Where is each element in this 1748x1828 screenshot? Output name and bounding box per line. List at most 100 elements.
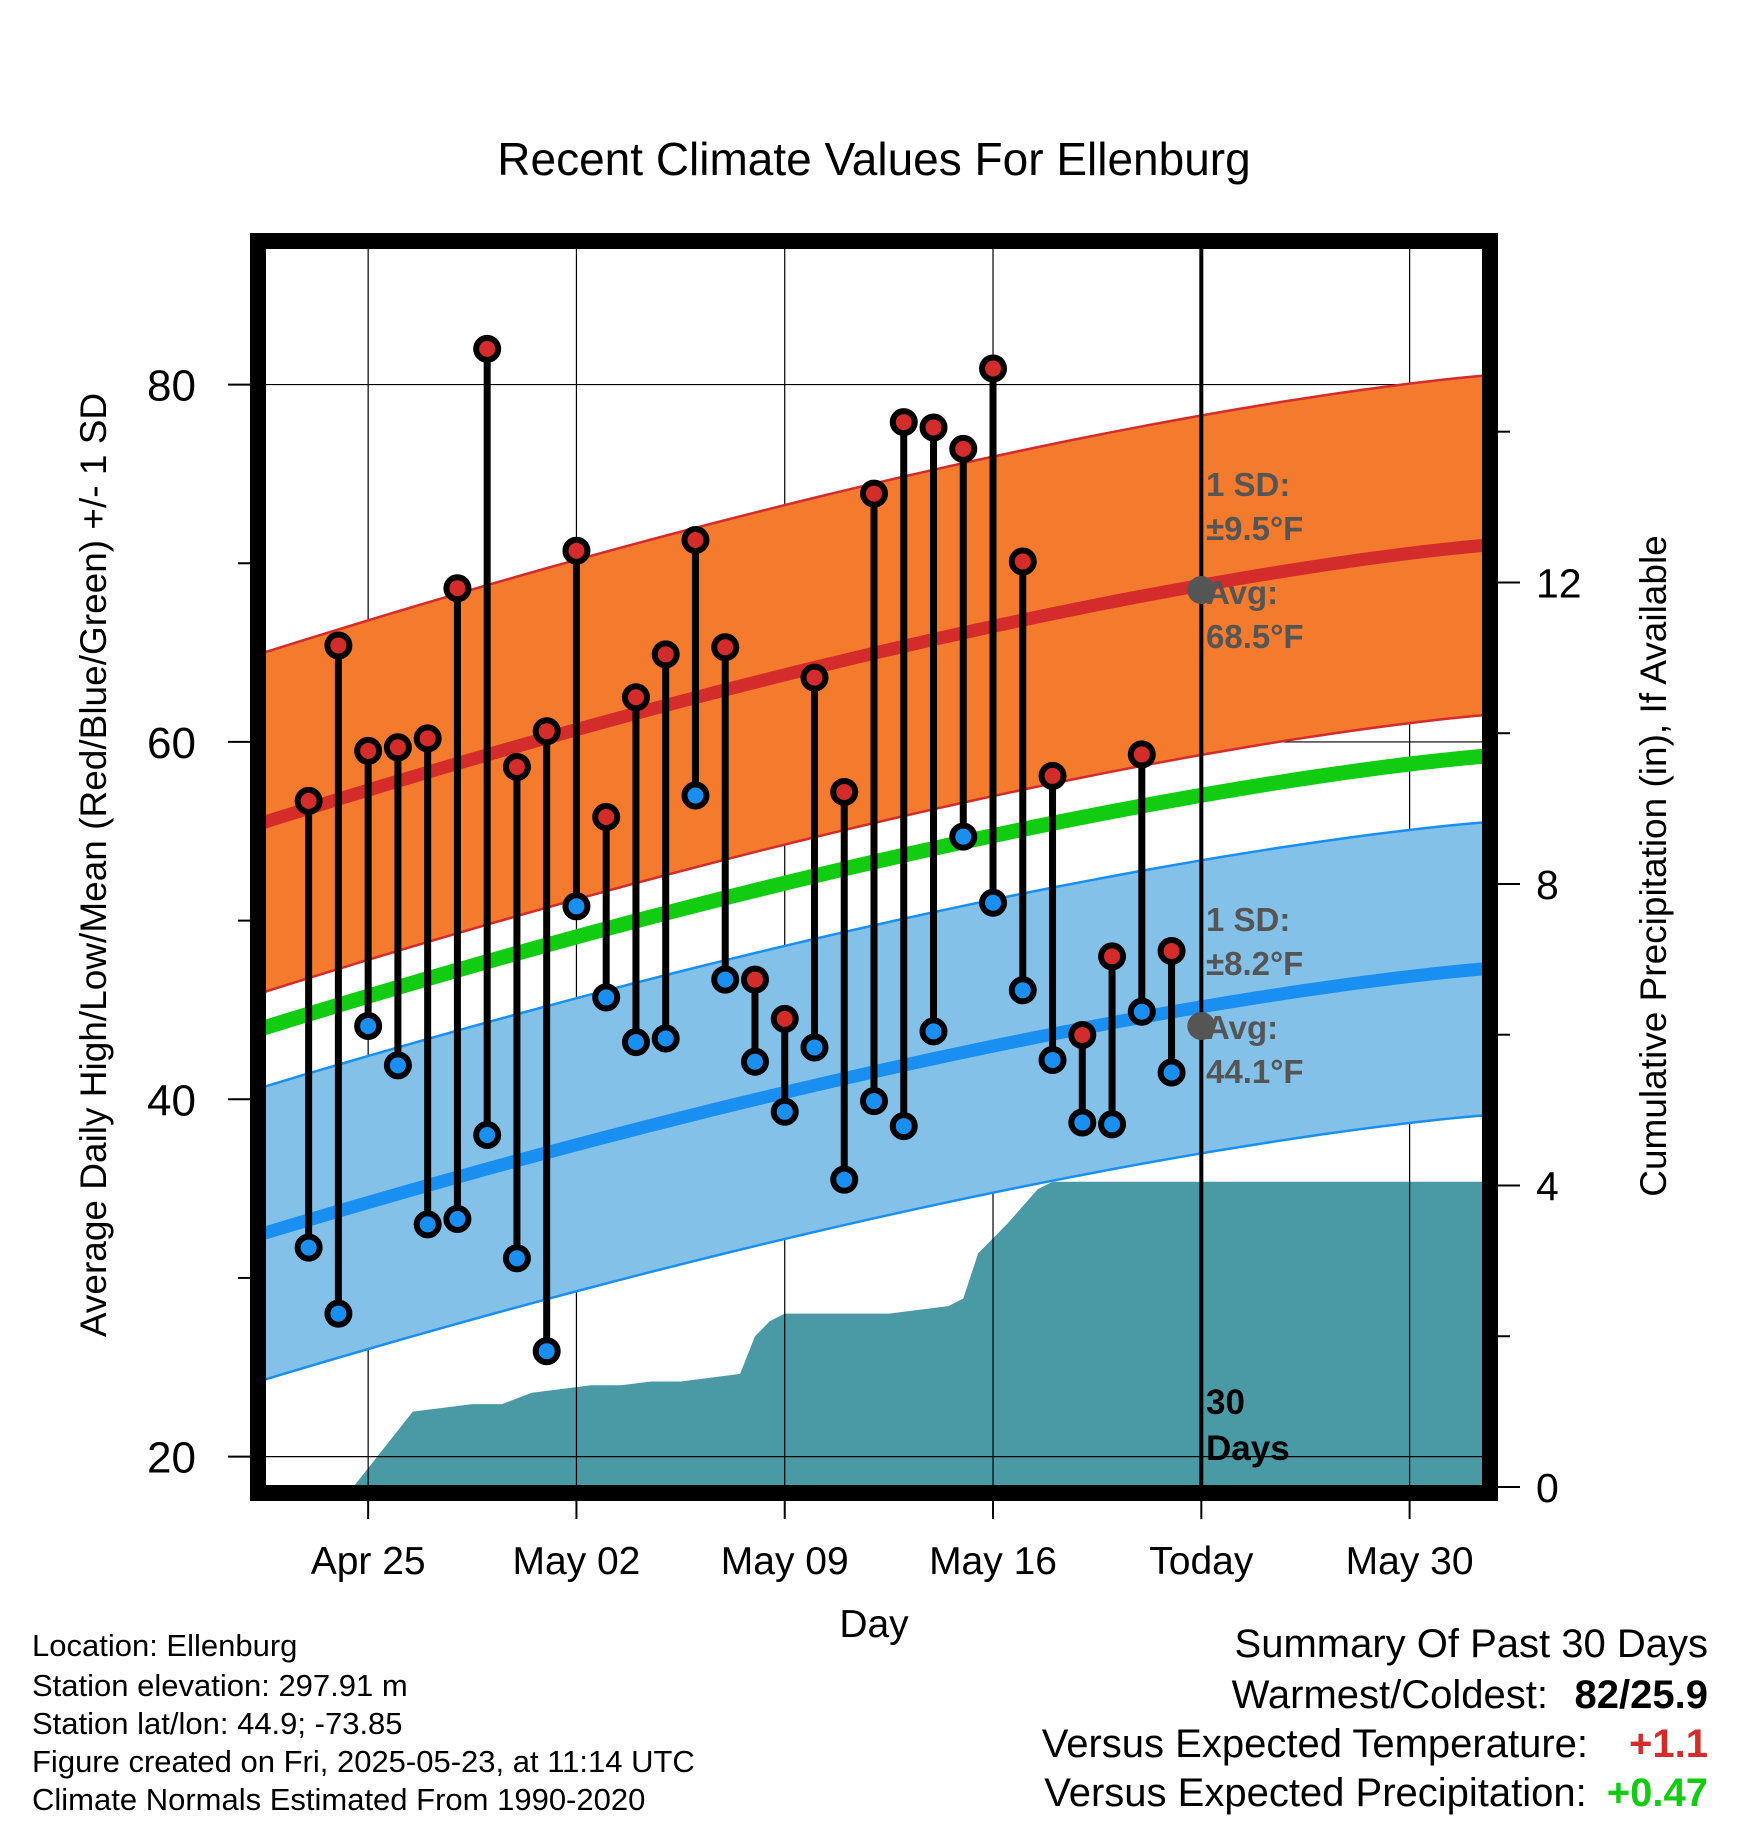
y-tick-label: 80 xyxy=(147,362,196,411)
band-annotations: 1 SD: ±9.5°F Avg: 68.5°F 1 SD: ±8.2°F Av… xyxy=(1206,466,1304,1090)
summary-title: Summary Of Past 30 Days xyxy=(1234,1622,1708,1666)
daily-high-point xyxy=(740,965,769,994)
daily-low-point xyxy=(711,965,740,994)
x-tick-label: May 02 xyxy=(512,1540,640,1583)
low-sd-label: 1 SD: xyxy=(1206,901,1290,938)
summary-warm-cold: Warmest/Coldest: 82/25.9 xyxy=(1232,1673,1708,1718)
daily-low-point xyxy=(1068,1108,1097,1137)
y-axis-right-label: Cumulative Precipitation (in), If Availa… xyxy=(1633,535,1674,1197)
plot-frame xyxy=(250,233,1498,1501)
daily-high-point xyxy=(621,683,650,712)
warm-cold-value: 82/25.9 xyxy=(1574,1673,1708,1717)
y-tick-label: 20 xyxy=(147,1434,196,1483)
daily-high-point xyxy=(1008,547,1037,576)
daily-high-point xyxy=(502,752,531,781)
daily-low-point xyxy=(830,1165,859,1194)
daily-low-point xyxy=(473,1121,502,1150)
y-tick-label: 40 xyxy=(147,1076,196,1125)
daily-high-point xyxy=(1127,740,1156,769)
precip-label: Versus Expected Precipitation: xyxy=(1044,1771,1587,1815)
y-right-tick-label: 12 xyxy=(1536,560,1582,606)
daily-low-point xyxy=(413,1210,442,1239)
days-annotation: 30 Days xyxy=(1206,1383,1290,1468)
daily-low-point xyxy=(979,888,1008,917)
daily-low-point xyxy=(1127,997,1156,1026)
daily-high-point xyxy=(770,1004,799,1033)
precip-value: +0.47 xyxy=(1606,1771,1708,1815)
daily-high-point xyxy=(443,574,472,603)
daily-high-point xyxy=(592,802,621,831)
daily-low-point xyxy=(354,1012,383,1041)
daily-low-point xyxy=(770,1097,799,1126)
daily-low-point xyxy=(1038,1045,1067,1074)
daily-low-point xyxy=(383,1051,412,1080)
chart-title: Recent Climate Values For Ellenburg xyxy=(497,133,1250,185)
today-avg-low-marker xyxy=(1187,1012,1216,1041)
plot-area xyxy=(264,247,1484,1487)
daily-low-point xyxy=(443,1204,472,1233)
daily-low-point xyxy=(740,1047,769,1076)
x-tick-label: Apr 25 xyxy=(311,1540,426,1583)
daily-low-point xyxy=(294,1233,323,1262)
daily-low-point xyxy=(889,1112,918,1141)
y-right-tick-label: 4 xyxy=(1536,1163,1559,1209)
x-tick-label: May 30 xyxy=(1346,1540,1474,1583)
daily-low-point xyxy=(800,1033,829,1062)
warm-cold-label: Warmest/Coldest: xyxy=(1231,1673,1548,1717)
daily-high-point xyxy=(949,434,978,463)
low-band-lower-edge xyxy=(264,1114,1484,1381)
low-avg-value: 44.1°F xyxy=(1206,1053,1304,1090)
created-text: Figure created on Fri, 2025-05-23, at 11… xyxy=(32,1744,695,1779)
daily-high-point xyxy=(889,408,918,437)
daily-high-point xyxy=(413,724,442,753)
location-text: Location: Ellenburg xyxy=(32,1628,298,1663)
x-tick-label: May 09 xyxy=(721,1540,849,1583)
daily-high-point xyxy=(800,663,829,692)
y-tick-label: 60 xyxy=(147,719,196,768)
high-avg-value: 68.5°F xyxy=(1206,618,1304,655)
x-tick-label: Today xyxy=(1149,1540,1254,1583)
daily-low-point xyxy=(1008,976,1037,1005)
elevation-text: Station elevation: 297.91 m xyxy=(32,1668,408,1703)
y-right-tick-label: 8 xyxy=(1536,862,1559,908)
normals-text: Climate Normals Estimated From 1990-2020 xyxy=(32,1782,646,1817)
daily-high-point xyxy=(651,640,680,669)
daily-low-point xyxy=(592,983,621,1012)
daily-low-point xyxy=(562,892,591,921)
x-axis-label: Day xyxy=(839,1603,909,1646)
temp-value: +1.1 xyxy=(1629,1722,1708,1766)
daily-high-point xyxy=(1157,936,1186,965)
daily-low-point xyxy=(681,781,710,810)
y-axis-label: Average Daily High/Low/Mean (Red/Blue/Gr… xyxy=(73,393,114,1337)
summary-precipitation: Versus Expected Precipitation: +0.47 xyxy=(1044,1771,1708,1816)
y-right-tick-label: 0 xyxy=(1536,1465,1559,1511)
latlon-text: Station lat/lon: 44.9; -73.85 xyxy=(32,1706,403,1741)
daily-low-point xyxy=(860,1087,888,1116)
today-avg-high-marker xyxy=(1187,576,1216,605)
daily-high-point xyxy=(354,736,383,765)
high-sd-label: 1 SD: xyxy=(1206,466,1290,503)
daily-low-point xyxy=(919,1017,948,1046)
daily-high-point xyxy=(324,631,353,660)
daily-high-point xyxy=(473,334,502,363)
daily-low-point xyxy=(324,1299,353,1328)
daily-low-point xyxy=(502,1244,531,1273)
high-avg-label: Avg: xyxy=(1206,574,1278,611)
temp-label: Versus Expected Temperature: xyxy=(1041,1722,1588,1766)
daily-low-point xyxy=(532,1337,561,1366)
daily-high-point xyxy=(830,777,859,806)
daily-high-point xyxy=(681,526,710,555)
daily-high-point xyxy=(532,717,561,746)
daily-low-point xyxy=(1098,1110,1127,1139)
summary-temperature: Versus Expected Temperature: +1.1 xyxy=(1042,1722,1708,1767)
daily-low-point xyxy=(621,1028,650,1057)
daily-high-point xyxy=(294,786,323,815)
daily-low-point xyxy=(651,1024,680,1053)
daily-high-point xyxy=(860,479,888,508)
low-sd-value: ±8.2°F xyxy=(1206,945,1303,982)
daily-high-point xyxy=(979,354,1008,383)
days-word: Days xyxy=(1206,1429,1290,1468)
axes: 20 40 60 80 0 4 8 12 Apr 25 May 02 May 09 May 16 Tod… xyxy=(147,362,1582,1583)
daily-high-point xyxy=(1098,942,1127,971)
